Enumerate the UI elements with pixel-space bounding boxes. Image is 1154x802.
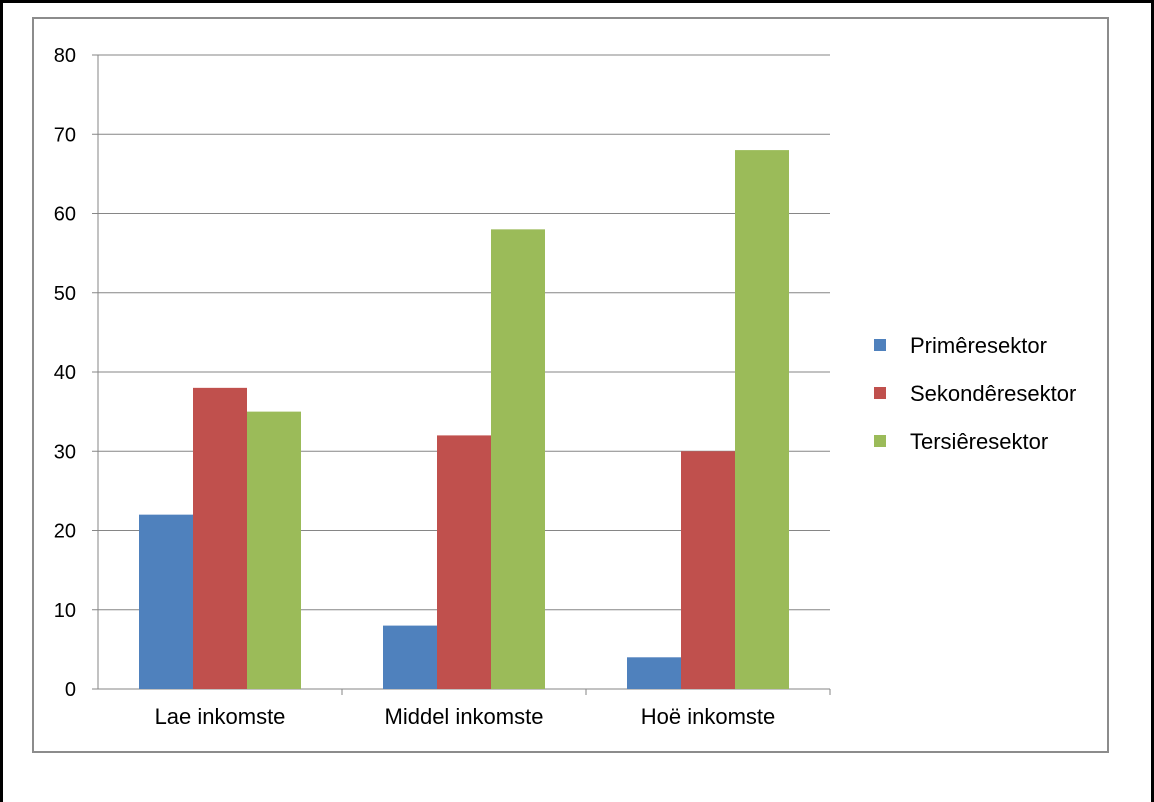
x-category-label: Middel inkomste — [385, 704, 544, 729]
legend-label: Tersiêresektor — [910, 429, 1048, 454]
y-tick-label: 0 — [65, 679, 76, 701]
legend-swatch — [874, 435, 886, 447]
bar — [247, 411, 301, 689]
bar — [681, 451, 735, 689]
legend-label: Sekondêresektor — [910, 381, 1076, 406]
legend-swatch — [874, 387, 886, 399]
legend: Primêresektor Sekondêresektor Tersiêresekt… — [874, 333, 1076, 454]
y-tick-label: 10 — [54, 600, 76, 622]
legend-swatch — [874, 339, 886, 351]
y-tick-label: 60 — [54, 204, 76, 226]
y-tick-label: 40 — [54, 362, 76, 384]
axis-labels: 0 10 20 30 40 50 60 70 80 Lae inkomste Middel inko… — [54, 45, 776, 729]
bar — [139, 514, 193, 689]
y-tick-label: 70 — [54, 124, 76, 146]
y-tick-label: 20 — [54, 521, 76, 543]
bar — [735, 150, 789, 690]
x-category-label: Lae inkomste — [155, 704, 286, 729]
chart-area: 0 10 20 30 40 50 60 70 80 Lae inkomste Middel inko… — [32, 17, 1109, 753]
bar — [437, 435, 491, 689]
bar-chart: 0 10 20 30 40 50 60 70 80 Lae inkomste Middel inko… — [54, 45, 1077, 729]
bar — [193, 387, 247, 689]
bar — [491, 229, 545, 689]
bar — [383, 625, 437, 689]
legend-label: Primêresektor — [910, 333, 1047, 358]
bar — [627, 657, 681, 689]
y-tick-label: 30 — [54, 441, 76, 463]
bars — [139, 150, 789, 690]
y-tick-label: 50 — [54, 283, 76, 305]
y-tick-label: 80 — [54, 45, 76, 67]
x-category-label: Hoë inkomste — [641, 704, 776, 729]
